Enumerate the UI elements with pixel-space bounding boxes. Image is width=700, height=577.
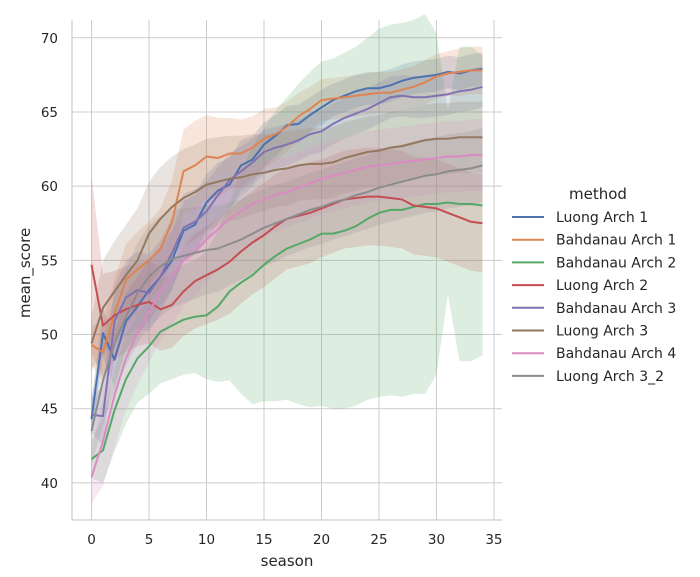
- confidence-band: [91, 52, 483, 437]
- confidence-band: [91, 46, 483, 382]
- y-tick-label: 65: [41, 105, 58, 121]
- series-line: [90, 136, 483, 344]
- x-tick-label: 20: [313, 532, 330, 548]
- legend-label: Luong Arch 3_2: [556, 369, 664, 385]
- series-lines: [90, 68, 483, 478]
- y-tick-label: 70: [41, 31, 58, 47]
- x-tick-label: 0: [87, 532, 96, 548]
- axes: [71, 20, 502, 521]
- y-tick-label: 60: [41, 179, 58, 195]
- legend: method Luong Arch 1 Bahdanau Arch 1 Bahdan…: [512, 185, 676, 385]
- tick-labels: 0 5 10 15 20 25 30 35 40 45 50 55 60 65 70: [41, 31, 503, 548]
- y-axis-label: mean_score: [16, 228, 35, 318]
- x-tick-label: 30: [428, 532, 445, 548]
- y-tick-label: 55: [41, 253, 58, 269]
- legend-label: Bahdanau Arch 3: [556, 301, 676, 317]
- x-tick-label: 15: [255, 532, 272, 548]
- series-line: [90, 154, 483, 478]
- legend-label: Bahdanau Arch 1: [556, 233, 676, 249]
- y-tick-label: 50: [41, 328, 58, 344]
- legend-label: Luong Arch 1: [556, 210, 648, 226]
- y-tick-label: 40: [41, 476, 58, 492]
- x-tick-label: 35: [485, 532, 502, 548]
- series-line: [91, 85, 483, 418]
- legend-label: Bahdanau Arch 2: [556, 255, 676, 271]
- series-line: [90, 69, 483, 354]
- confidence-band: [91, 128, 483, 466]
- legend-title: method: [569, 185, 627, 203]
- legend-items: Luong Arch 1 Bahdanau Arch 1 Bahdanau Arch…: [512, 210, 676, 385]
- x-tick-label: 25: [370, 532, 387, 548]
- series-line: [90, 164, 483, 432]
- legend-label: Luong Arch 3: [556, 324, 648, 340]
- legend-label: Luong Arch 2: [556, 278, 648, 294]
- x-axis-label: season: [261, 552, 314, 570]
- confidence-band: [91, 119, 483, 504]
- y-tick-label: 45: [41, 402, 58, 418]
- legend-label: Bahdanau Arch 4: [556, 346, 676, 362]
- x-tick-label: 5: [145, 532, 154, 548]
- x-tick-label: 10: [198, 532, 215, 548]
- confidence-band: [91, 147, 483, 378]
